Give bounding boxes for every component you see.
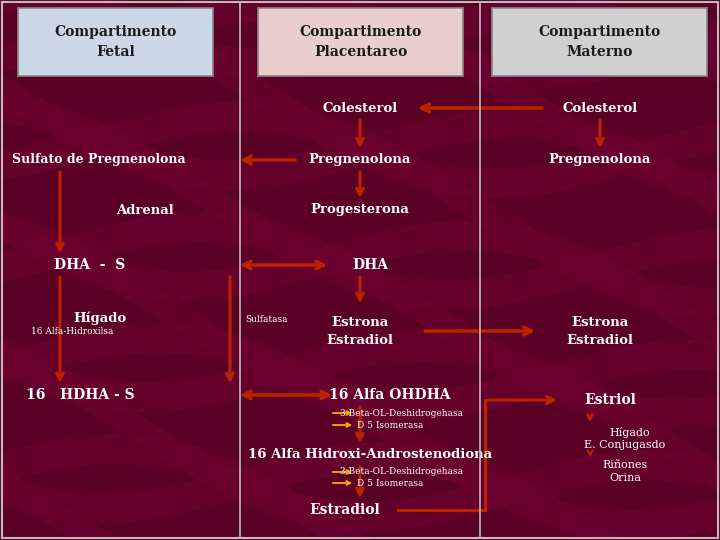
Text: Colesterol: Colesterol	[323, 102, 397, 114]
Text: Orina: Orina	[609, 473, 641, 483]
FancyBboxPatch shape	[492, 8, 707, 76]
Text: Progesterona: Progesterona	[310, 204, 410, 217]
FancyBboxPatch shape	[258, 8, 463, 76]
Text: Adrenal: Adrenal	[116, 204, 174, 217]
Text: Estradiol: Estradiol	[310, 503, 380, 517]
Text: Compartimento: Compartimento	[300, 25, 422, 39]
Text: Fetal: Fetal	[96, 45, 135, 59]
Text: 3 Beta-OL-Deshidrogehasa: 3 Beta-OL-Deshidrogehasa	[341, 408, 464, 417]
Text: DHA  -  S: DHA - S	[55, 258, 125, 272]
Text: Compartimento: Compartimento	[539, 25, 661, 39]
Text: Estrona: Estrona	[331, 316, 389, 329]
Text: E. Conjugasdo: E. Conjugasdo	[585, 440, 665, 450]
Text: Sulfato de Pregnenolona: Sulfato de Pregnenolona	[12, 153, 186, 166]
Text: Estriol: Estriol	[584, 393, 636, 407]
Text: DHA: DHA	[352, 258, 388, 272]
Text: Placentareo: Placentareo	[314, 45, 407, 59]
Text: Compartimento: Compartimento	[55, 25, 176, 39]
FancyBboxPatch shape	[18, 8, 213, 76]
Text: 16 Alfa Hidroxi-Androstenodiona: 16 Alfa Hidroxi-Androstenodiona	[248, 449, 492, 462]
Text: Sulfatasa: Sulfatasa	[245, 315, 287, 325]
Text: Riñones: Riñones	[603, 460, 647, 470]
Text: Estrona: Estrona	[572, 316, 629, 329]
Text: Estradiol: Estradiol	[326, 334, 394, 347]
Text: Hígado: Hígado	[73, 311, 127, 325]
Text: 16 Alfa-Hidroxilsa: 16 Alfa-Hidroxilsa	[31, 327, 113, 336]
Text: Pregnenolona: Pregnenolona	[549, 153, 651, 166]
Text: Estradiol: Estradiol	[567, 334, 634, 347]
Text: 16   HDHA - S: 16 HDHA - S	[26, 388, 135, 402]
Text: 3 Beta-OL-Deshidrogehasa: 3 Beta-OL-Deshidrogehasa	[341, 468, 464, 476]
Text: 16 Alfa OHDHA: 16 Alfa OHDHA	[329, 388, 451, 402]
Text: Colesterol: Colesterol	[562, 102, 638, 114]
Text: Pregnenolona: Pregnenolona	[309, 153, 411, 166]
Text: Hígado: Hígado	[610, 428, 650, 438]
Text: Materno: Materno	[567, 45, 633, 59]
Text: D 5 Isomerasa: D 5 Isomerasa	[357, 421, 423, 429]
Text: D 5 Isomerasa: D 5 Isomerasa	[357, 478, 423, 488]
